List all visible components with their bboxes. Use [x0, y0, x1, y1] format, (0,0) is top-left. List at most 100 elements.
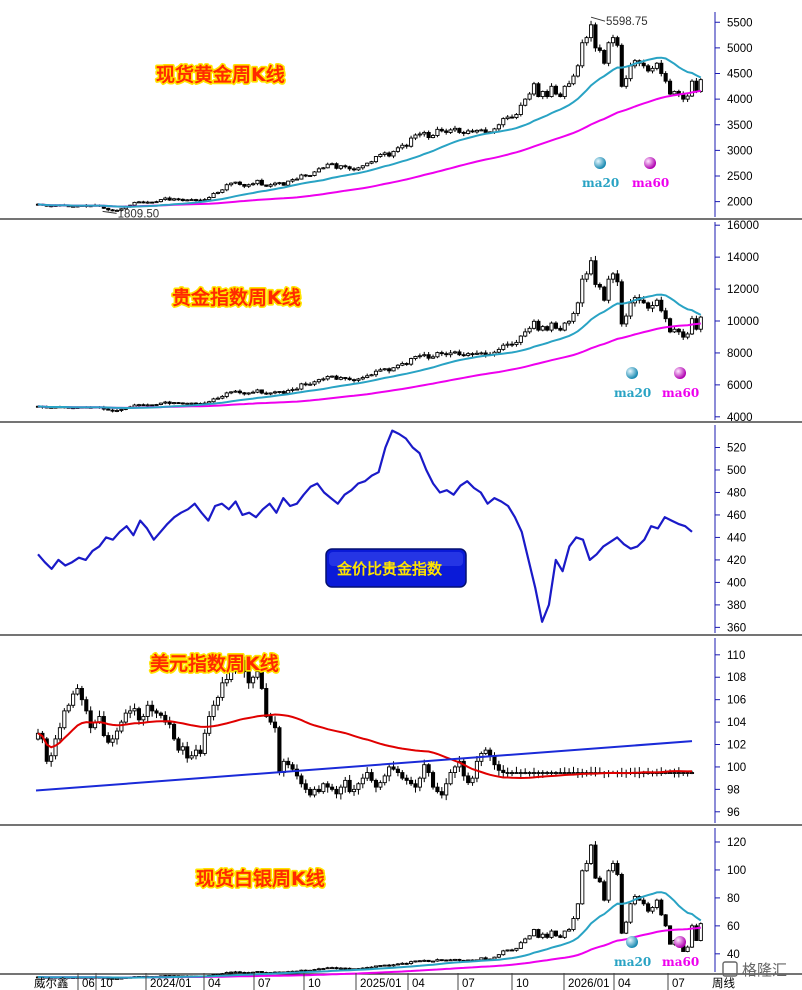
candle-up: [145, 201, 150, 204]
candle-up: [316, 968, 321, 971]
candle-up: [71, 693, 76, 706]
candle-up: [338, 165, 343, 169]
candle-up: [501, 950, 506, 956]
candle-down: [593, 24, 598, 49]
candle-up: [299, 383, 304, 390]
candle-up: [294, 178, 300, 181]
candle-up: [505, 116, 510, 120]
candle-up: [575, 302, 580, 314]
candle-up: [391, 150, 396, 157]
candle-down: [325, 783, 330, 788]
y-tick-label: 98: [727, 784, 740, 796]
candle-up: [395, 963, 400, 966]
candle-up: [610, 37, 616, 44]
candle-up: [624, 921, 629, 934]
candle-up: [378, 782, 383, 788]
candle-up: [558, 772, 563, 774]
candle-up: [132, 708, 137, 712]
candle-up: [202, 732, 207, 754]
candle-down: [558, 327, 563, 331]
candle-up: [562, 85, 567, 98]
candle-down: [694, 80, 699, 92]
period-label: 周线: [712, 976, 735, 990]
x-tick-label: 10: [100, 978, 113, 990]
candle-down: [641, 62, 646, 67]
candle-down: [281, 391, 286, 394]
candle-down: [659, 899, 664, 916]
candle-down: [470, 130, 475, 133]
candle-up: [496, 348, 501, 353]
candle-up: [527, 327, 532, 333]
candle-down: [387, 152, 392, 157]
candle-up: [233, 181, 238, 184]
candle-up: [606, 42, 611, 64]
candle-up: [479, 129, 484, 132]
candle-up: [698, 79, 703, 92]
candle-down: [536, 320, 541, 331]
y-tick-label: 6000: [727, 380, 753, 392]
candle-up: [382, 368, 387, 371]
candle-up: [189, 755, 194, 759]
y-tick-label: 400: [727, 577, 746, 589]
candle-up: [290, 179, 295, 182]
candle-up: [545, 772, 550, 774]
candle-down: [193, 402, 199, 405]
candle-up: [338, 786, 343, 795]
candle-up: [233, 665, 238, 673]
candle-up: [154, 404, 159, 406]
candle-up: [382, 775, 387, 784]
candle-up: [452, 766, 458, 773]
candle-up: [330, 375, 335, 378]
candle-up: [141, 716, 146, 721]
candle-down: [176, 198, 181, 201]
candle-down: [602, 286, 607, 301]
y-tick-label: 5000: [727, 43, 753, 55]
candle-down: [351, 168, 357, 171]
candle-up: [479, 352, 484, 355]
candle-down: [426, 354, 431, 359]
x-tick-label: 2026/01: [568, 978, 610, 990]
candle-down: [470, 353, 475, 356]
candle-up: [373, 965, 379, 968]
candle-up: [518, 104, 523, 115]
candle-up: [268, 184, 273, 187]
candle-up: [207, 401, 212, 404]
panel-5-title: 现货白银周K线: [196, 867, 325, 890]
candle-down: [641, 299, 646, 304]
candle-up: [62, 710, 67, 729]
candle-up: [224, 679, 229, 684]
candle-up: [207, 197, 212, 201]
watermark-logo-icon: [722, 961, 738, 977]
candle-up: [571, 312, 576, 322]
candle-up: [540, 326, 545, 331]
y-tick-label: 380: [727, 600, 746, 612]
y-tick-label: 110: [727, 650, 745, 662]
candle-up: [624, 78, 629, 87]
candle-down: [483, 129, 488, 133]
candle-down: [180, 402, 185, 405]
candle-up: [466, 130, 471, 134]
candle-up: [246, 392, 251, 395]
y-tick-label: 80: [727, 893, 740, 905]
candle-down: [264, 184, 269, 187]
low-annotation-leader: [102, 210, 117, 214]
candle-up: [496, 124, 501, 130]
candle-up: [382, 964, 387, 967]
candle-up: [685, 333, 690, 338]
panel-2-y-ticks: 4000 6000 8000 10000 12000 14000 16000: [715, 220, 759, 424]
candle-up: [571, 75, 576, 85]
candle-up: [378, 154, 383, 157]
candle-down: [461, 131, 466, 134]
candle-down: [663, 914, 668, 927]
candle-up: [689, 772, 695, 774]
candle-up: [224, 392, 229, 397]
candle-up: [163, 401, 168, 404]
candle-down: [242, 392, 247, 395]
candle-down: [602, 881, 607, 901]
candle-up: [580, 278, 585, 304]
candle-up: [567, 772, 572, 774]
watermark-text: 格隆汇: [742, 961, 787, 979]
candle-up: [338, 377, 343, 380]
candle-down: [347, 779, 352, 793]
candle-up: [215, 191, 221, 194]
